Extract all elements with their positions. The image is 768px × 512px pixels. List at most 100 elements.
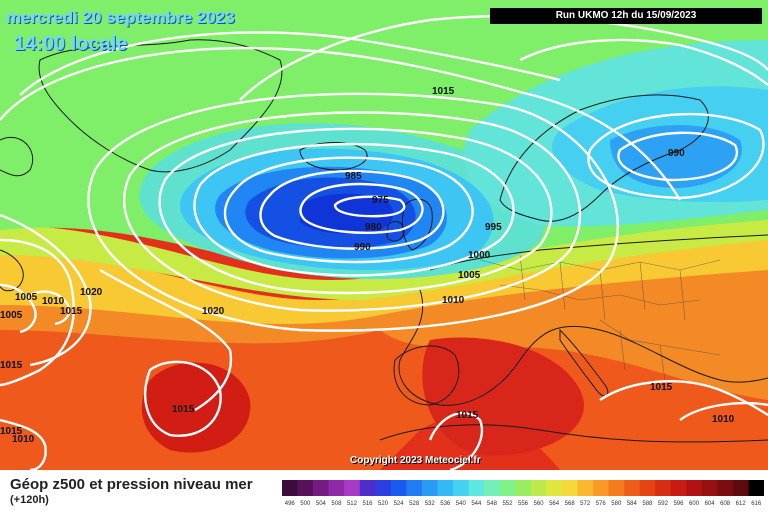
legend-swatch <box>359 480 376 496</box>
pressure-label-1015-w: 1015 <box>60 306 83 317</box>
legend-swatch <box>390 480 407 496</box>
legend-swatch <box>375 480 392 496</box>
isobar-1015-a <box>0 46 682 201</box>
isobar-1020-w <box>0 213 92 367</box>
legend-swatch <box>437 480 454 496</box>
legend-swatch <box>344 480 361 496</box>
legend-tick-label: 600 <box>689 501 700 507</box>
pressure-label-1015-se: 1015 <box>650 382 673 393</box>
isobar-990 <box>223 156 474 264</box>
pressure-label-1020-west: 1020 <box>80 287 103 298</box>
legend-swatch <box>406 480 423 496</box>
coast-greenland <box>38 39 283 173</box>
parameter-title: Géop z500 et pression niveau mer <box>10 476 253 493</box>
pressure-label-1005-w1: 1005 <box>15 292 38 303</box>
forecast-lead-time: (+120h) <box>10 494 49 506</box>
legend-swatch <box>328 480 345 496</box>
legend-swatch <box>608 480 625 496</box>
legend-swatch <box>701 480 718 496</box>
isobar-1020-mid <box>99 268 233 412</box>
legend-swatch <box>717 480 734 496</box>
isobar-995 <box>193 142 515 277</box>
isobar-ne-995 <box>587 112 765 200</box>
borders-central-europe <box>479 254 721 321</box>
pressure-label-980: 980 <box>365 222 382 233</box>
isobar-1005-west <box>0 283 37 334</box>
isobars <box>0 14 768 470</box>
legend-tick-label: 612 <box>736 501 747 507</box>
field-midblue-ne <box>610 125 742 188</box>
isobar-1015-b <box>19 31 561 96</box>
pressure-label-990-center: 990 <box>354 242 371 253</box>
pressure-label-1010-mid: 1010 <box>442 295 465 306</box>
legend-swatch <box>313 480 329 496</box>
legend-swatch <box>515 480 532 496</box>
legend-swatch <box>453 480 469 496</box>
legend-swatch <box>561 480 578 496</box>
legend-tick-label: 576 <box>596 501 607 507</box>
legend-tick-label: 588 <box>642 501 653 507</box>
legend-swatch <box>686 480 703 496</box>
legend-tick-label: 540 <box>456 501 467 507</box>
legend-tick-label: 528 <box>409 501 420 507</box>
coast-canada <box>0 136 34 292</box>
legend-swatch <box>748 480 764 496</box>
legend-swatch <box>499 480 516 496</box>
coastlines <box>0 39 768 443</box>
legend-swatch <box>546 480 563 496</box>
legend-tick-label: 536 <box>440 501 451 507</box>
legend-swatch <box>282 480 298 496</box>
coast-iceland <box>299 142 368 171</box>
legend-tick-label: 560 <box>534 501 545 507</box>
isobar-1015-atl <box>143 360 222 437</box>
legend-swatch <box>624 480 640 496</box>
legend-swatch <box>655 480 672 496</box>
legend-swatch <box>421 480 438 496</box>
pressure-label-985: 985 <box>345 171 362 182</box>
pressure-label-990-ne: 990 <box>668 148 685 159</box>
coast-ireland <box>386 221 405 242</box>
legend-swatch <box>577 480 594 496</box>
legend-swatch <box>670 480 687 496</box>
isobar-1000 <box>158 127 553 295</box>
pressure-label-1015-atl: 1015 <box>172 404 195 415</box>
legend-tick-label: 496 <box>285 501 296 507</box>
coast-europe <box>398 234 768 406</box>
pressure-label-1005-w2: 1005 <box>0 310 23 321</box>
isobar-1015-south <box>428 411 483 470</box>
legend-tick-label: 504 <box>316 501 327 507</box>
copyright-notice: Copyright 2023 Meteociel.fr <box>350 455 481 466</box>
legend-tick-label: 556 <box>518 501 529 507</box>
isobar-980 <box>299 182 424 234</box>
coast-north-africa <box>379 424 768 443</box>
isobar-975 <box>333 195 406 218</box>
borders-balkans <box>599 319 721 381</box>
isobar-1015-se <box>599 380 768 417</box>
legend-tick-label: 512 <box>347 501 358 507</box>
legend-tick-label: 552 <box>502 501 513 507</box>
legend-swatch <box>484 480 500 496</box>
legend-tick-label: 508 <box>331 501 342 507</box>
field-hot-2 <box>422 337 584 456</box>
isobar-1005 <box>123 111 582 312</box>
legend-swatch <box>297 480 314 496</box>
field-yellow <box>0 230 768 325</box>
legend-swatch <box>468 480 485 496</box>
forecast-local-time: 14:00 locale <box>14 33 128 55</box>
country-borders <box>479 254 721 381</box>
legend-tick-label: 532 <box>425 501 436 507</box>
legend-tick-label: 568 <box>565 501 576 507</box>
legend-swatch <box>732 480 749 496</box>
legend-tick-label: 608 <box>720 501 731 507</box>
legend-tick-label: 524 <box>394 501 405 507</box>
legend-tick-label: 548 <box>487 501 498 507</box>
pressure-labels: 1015 985 975 980 990 995 1000 1005 1010 … <box>0 86 735 445</box>
pressure-label-1020-mid: 1020 <box>202 306 225 317</box>
isobar-1010-west <box>29 290 71 326</box>
pressure-label-1015-sw: 1015 <box>0 426 23 437</box>
legend-tick-label: 564 <box>549 501 560 507</box>
legend-tick-label: 616 <box>751 501 762 507</box>
pressure-label-1010-w: 1010 <box>42 296 65 307</box>
color-legend: 496 500 504 508 512 516 520 524 528 532 536 540 544 5… <box>282 480 764 507</box>
